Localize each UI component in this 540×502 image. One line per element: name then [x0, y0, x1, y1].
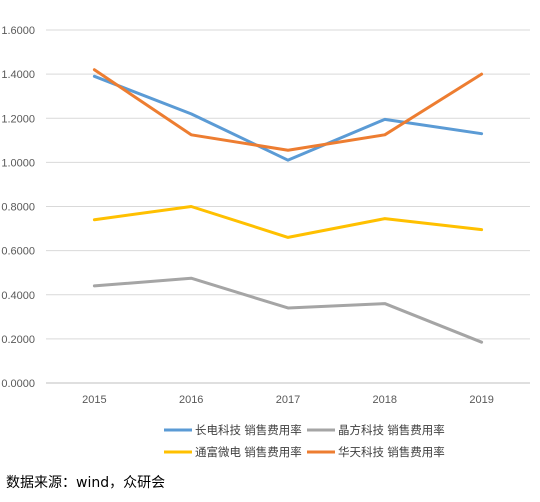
legend-label: 通富微电 销售费用率	[195, 445, 302, 459]
x-tick-label: 2015	[82, 394, 106, 406]
y-tick-label: 1.0000	[1, 157, 35, 169]
y-tick-label: 1.2000	[1, 113, 35, 125]
y-tick-label: 0.2000	[1, 334, 35, 346]
data-source-note: 数据来源：wind，众研会	[6, 475, 166, 491]
legend-label: 长电科技 销售费用率	[195, 423, 302, 437]
series-line-1	[92, 74, 484, 162]
y-tick-label: 0.0000	[1, 378, 35, 390]
series-line-2	[92, 276, 484, 344]
x-tick-label: 2018	[373, 394, 397, 406]
y-tick-label: 1.6000	[1, 25, 35, 37]
y-tick-label: 0.4000	[1, 290, 35, 302]
y-axis-tick-labels: 0.0000 0.2000 0.4000 0.6000 0.8000 1.0000 1.20…	[1, 25, 35, 390]
legend-label: 晶方科技 销售费用率	[338, 423, 445, 437]
y-tick-label: 0.6000	[1, 246, 35, 258]
x-axis: 2015 2016 2017 2018 2019	[46, 382, 530, 406]
x-tick-label: 2019	[469, 394, 493, 406]
series-line-4	[92, 68, 484, 152]
line-chart: 0.0000 0.2000 0.4000 0.6000 0.8000 1.0000 1.20…	[1, 25, 530, 459]
series-lines	[92, 68, 484, 344]
series-line-3	[92, 205, 484, 239]
y-tick-label: 1.4000	[1, 69, 35, 81]
y-tick-label: 0.8000	[1, 202, 35, 214]
x-tick-label: 2016	[179, 394, 203, 406]
gridlines	[46, 29, 530, 340]
legend-label: 华天科技 销售费用率	[338, 445, 445, 459]
x-tick-label: 2017	[276, 394, 300, 406]
